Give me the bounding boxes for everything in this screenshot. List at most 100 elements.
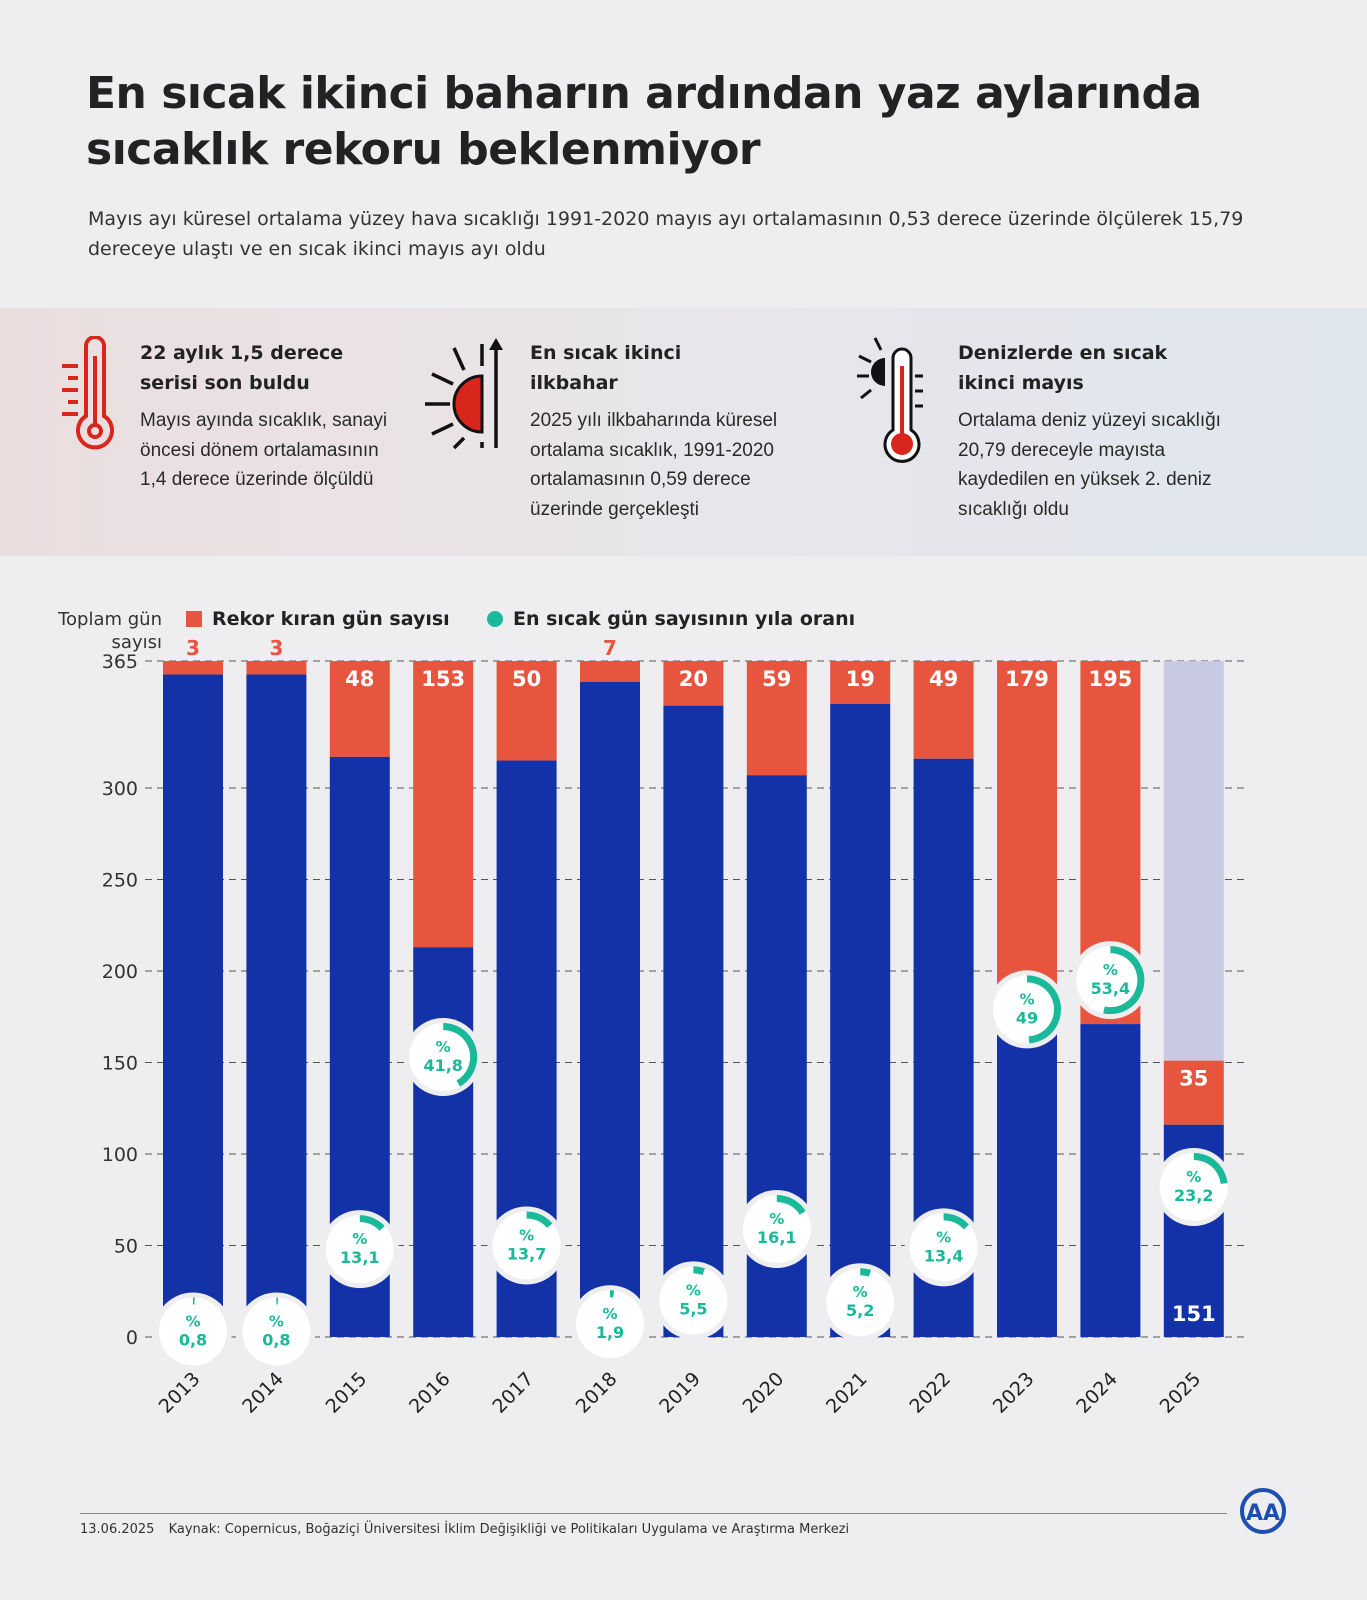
bar-other [580, 681, 640, 1337]
fact-title: En sıcak ikinci ilkbahar [530, 342, 682, 394]
donut-bg [159, 1297, 227, 1366]
footer: 13.06.2025 Kaynak: Copernicus, Boğaziçi … [80, 1522, 859, 1537]
donut-arc [193, 1297, 195, 1305]
y-tick-label: 250 [102, 870, 138, 892]
bar-record [246, 661, 307, 675]
donut-bg [993, 975, 1061, 1044]
share-label: 23,2 [1174, 1186, 1213, 1205]
fact-text: 2025 yılı ilkbaharında küresel ortalama … [530, 410, 778, 520]
share-prefix: % [686, 1281, 701, 1299]
record-label: 3 [186, 636, 200, 660]
donut-bg [409, 1023, 478, 1092]
donut-bg [826, 1268, 895, 1337]
legend-swatch [487, 611, 503, 627]
y-tick-label: 150 [102, 1053, 138, 1075]
donut-bg [659, 1266, 728, 1335]
share-label: 13,1 [340, 1248, 379, 1267]
share-label: 49 [1016, 1008, 1038, 1027]
donut-arc [610, 1290, 615, 1298]
share-label: 41,8 [423, 1056, 462, 1075]
x-tick-label: 2013 [155, 1368, 205, 1418]
record-label: 153 [421, 667, 465, 691]
share-label: 13,4 [924, 1246, 963, 1265]
share-label: 16,1 [757, 1228, 796, 1247]
share-prefix: % [853, 1283, 868, 1301]
sun-rising-arrow-icon [425, 338, 503, 450]
donut-arc [943, 1213, 969, 1230]
bar-other [163, 674, 223, 1337]
record-label: 59 [762, 667, 791, 691]
y-axis-label: Toplam gün sayısı [58, 609, 162, 653]
page-subtitle: Mayıs ayı küresel ortalama yüzey hava sı… [88, 208, 1244, 260]
record-label: 195 [1088, 667, 1132, 691]
sun-thermometer-icon [857, 337, 923, 463]
fact-card-3: Denizlerde en sıcak ikinci mayıs Ortalam… [958, 338, 1258, 524]
record-label: 50 [512, 667, 541, 691]
donut-arc [1103, 946, 1145, 1015]
legend-item-share: En sıcak gün sayısının yıla oranı [487, 608, 855, 630]
donut-arc [693, 1266, 705, 1275]
fact-text: Mayıs ayında sıcaklık, sanayi öncesi dön… [140, 410, 388, 490]
donut-bg [909, 1213, 978, 1282]
bar-record [1163, 1060, 1224, 1125]
share-prefix: % [1186, 1168, 1201, 1186]
footer-divider [80, 1513, 1227, 1514]
page-title: En sıcak ikinci baharın ardından yaz ayl… [86, 68, 1202, 175]
bar-other [1080, 1024, 1141, 1337]
donut-arc [276, 1297, 279, 1305]
bar-record [580, 661, 640, 682]
svg-text:AA: AA [1246, 1501, 1280, 1526]
legend-label: En sıcak gün sayısının yıla oranı [513, 608, 856, 630]
bar-record [663, 661, 724, 706]
record-label: 179 [1005, 667, 1049, 691]
donut-bg [1159, 1152, 1228, 1221]
x-tick-label: 2019 [655, 1368, 705, 1418]
record-label: 7 [603, 636, 617, 660]
bar-record [329, 661, 390, 757]
donut-bg [1076, 946, 1145, 1015]
total-label: 151 [1172, 1302, 1216, 1326]
x-tick-label: 2015 [322, 1368, 372, 1418]
record-label: 49 [929, 667, 958, 691]
record-label: 20 [679, 667, 708, 691]
share-prefix: % [602, 1305, 617, 1323]
donut-bg [576, 1290, 644, 1359]
share-label: 53,4 [1091, 979, 1130, 998]
bar-record [913, 661, 974, 759]
bar-other [997, 996, 1057, 1337]
share-prefix: % [1019, 990, 1034, 1008]
bar-chart: 0501001502002503003653%0,820133%0,820144… [102, 636, 1245, 1418]
record-label: 35 [1179, 1067, 1208, 1091]
share-label: 0,8 [179, 1331, 207, 1350]
bar-record [163, 661, 223, 675]
record-label: 48 [345, 667, 374, 691]
y-tick-label: 0 [126, 1327, 138, 1349]
x-tick-label: 2024 [1072, 1368, 1122, 1418]
share-prefix: % [936, 1228, 951, 1246]
fact-card-1: 22 aylık 1,5 derece serisi son buldu May… [140, 338, 400, 495]
share-label: 0,8 [262, 1331, 290, 1350]
x-tick-label: 2020 [739, 1368, 789, 1418]
fact-card-2: En sıcak ikinci ilkbahar 2025 yılı ilkba… [530, 338, 820, 524]
donut-arc [860, 1268, 872, 1277]
share-prefix: % [352, 1230, 367, 1248]
donut-bg [325, 1215, 394, 1284]
x-tick-label: 2021 [822, 1368, 872, 1418]
x-tick-label: 2017 [488, 1368, 538, 1418]
x-tick-label: 2018 [572, 1368, 622, 1418]
x-tick-label: 2016 [405, 1368, 455, 1418]
bar-other [413, 947, 474, 1337]
donut-arc [776, 1195, 806, 1215]
share-prefix: % [769, 1210, 784, 1228]
footer-source: Kaynak: Copernicus, Boğaziçi Üniversites… [168, 1522, 850, 1537]
y-tick-label: 50 [114, 1236, 138, 1258]
legend-swatch [186, 611, 202, 627]
share-label: 1,9 [596, 1323, 624, 1342]
donut-bg [742, 1195, 811, 1264]
fact-text: Ortalama deniz yüzeyi sıcaklığı 20,79 de… [958, 410, 1221, 520]
bar-record [830, 661, 891, 704]
share-label: 13,7 [507, 1245, 546, 1264]
bar-record [413, 661, 474, 948]
fact-title: 22 aylık 1,5 derece serisi son buldu [140, 342, 344, 394]
